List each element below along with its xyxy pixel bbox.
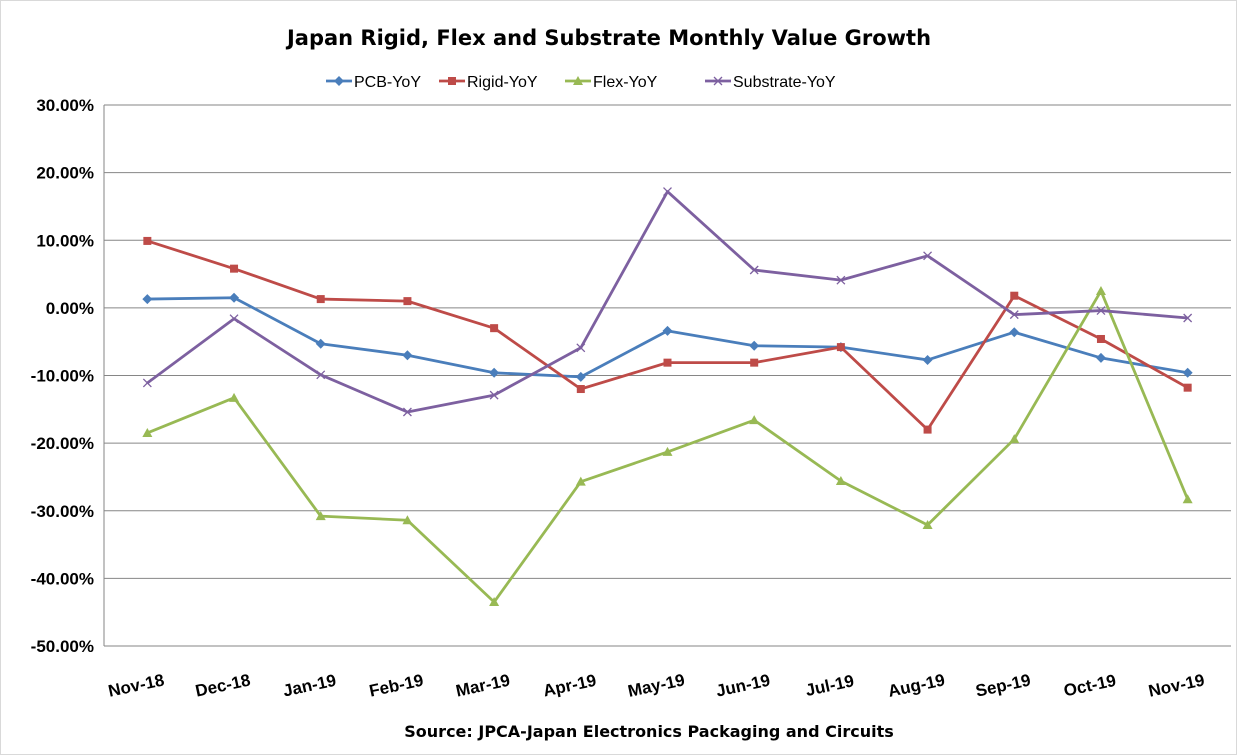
series-flex-yoy: [142, 285, 1193, 607]
diamond-marker: [749, 340, 760, 351]
square-marker: [403, 297, 412, 306]
x-tick-label: Mar-19: [454, 671, 512, 701]
square-marker: [490, 324, 499, 333]
square-marker: [316, 295, 325, 304]
diamond-marker: [922, 354, 933, 365]
legend-item: Flex-YoY: [565, 74, 658, 91]
legend-item: Substrate-YoY: [705, 74, 836, 91]
x-tick-label: Jun-19: [714, 671, 772, 701]
triangle-marker: [229, 392, 240, 402]
y-tick-label: 20.00%: [36, 164, 94, 183]
x-marker: [749, 265, 759, 275]
y-tick-label: -50.00%: [31, 637, 94, 656]
x-marker: [576, 343, 586, 353]
y-tick-label: -30.00%: [31, 502, 94, 521]
legend-label: Substrate-YoY: [733, 74, 836, 91]
x-marker: [713, 76, 723, 86]
x-marker: [316, 370, 326, 380]
diamond-marker: [1182, 367, 1193, 378]
diamond-marker: [142, 294, 153, 305]
square-marker: [836, 343, 845, 352]
x-marker: [489, 390, 499, 400]
triangle-marker: [662, 446, 673, 456]
y-tick-label: -10.00%: [31, 367, 94, 386]
triangle-marker: [142, 427, 153, 437]
diamond-marker: [575, 371, 586, 382]
x-marker: [229, 314, 239, 324]
y-tick-label: 30.00%: [36, 96, 94, 115]
square-marker: [448, 77, 456, 85]
x-tick-label: May-19: [626, 670, 686, 701]
square-marker: [750, 358, 759, 367]
series-line: [146, 190, 1188, 414]
triangle-marker: [922, 519, 933, 529]
y-tick-label: -40.00%: [31, 569, 94, 588]
x-tick-label: Apr-19: [541, 671, 598, 701]
x-marker: [402, 407, 412, 417]
series-substrate-yoy: [142, 187, 1193, 417]
x-tick-label: Sep-19: [974, 671, 1032, 701]
legend-item: Rigid-YoY: [439, 74, 538, 91]
triangle-marker: [835, 475, 846, 485]
x-marker: [142, 378, 152, 388]
square-marker: [1096, 334, 1105, 343]
legend-item: PCB-YoY: [326, 74, 421, 91]
chart-source: Source: JPCA-Japan Electronics Packaging…: [404, 722, 893, 741]
y-tick-label: -20.00%: [31, 434, 94, 453]
y-tick-label: 10.00%: [36, 231, 94, 250]
diamond-marker: [315, 338, 326, 349]
y-tick-label: 0.00%: [46, 299, 94, 318]
diamond-marker: [229, 292, 240, 303]
diamond-marker: [402, 350, 413, 361]
x-tick-label: Nov-19: [1147, 670, 1206, 700]
diamond-marker: [489, 367, 500, 378]
legend-label: PCB-YoY: [354, 74, 421, 91]
triangle-marker: [1009, 434, 1020, 444]
x-marker: [1183, 313, 1193, 323]
triangle-marker: [749, 415, 760, 425]
x-tick-label: Jul-19: [804, 671, 856, 700]
square-marker: [1010, 291, 1019, 300]
triangle-marker: [402, 515, 413, 525]
series-rigid-yoy: [143, 236, 1192, 434]
triangle-marker: [1095, 285, 1106, 295]
x-tick-label: Oct-19: [1062, 671, 1118, 701]
square-marker: [576, 385, 585, 394]
legend-label: Rigid-YoY: [467, 74, 538, 91]
x-tick-label: Feb-19: [368, 671, 426, 701]
x-tick-label: Nov-18: [107, 670, 166, 700]
x-marker: [663, 187, 672, 197]
diamond-marker: [1009, 327, 1020, 338]
x-tick-label: Jan-19: [281, 671, 338, 701]
diamond-marker: [662, 325, 673, 336]
square-marker: [1183, 383, 1192, 392]
triangle-marker: [315, 511, 326, 521]
x-marker: [1009, 310, 1019, 320]
x-tick-label: Aug-19: [886, 670, 946, 701]
x-tick-label: Dec-18: [194, 671, 252, 701]
legend-label: Flex-YoY: [593, 74, 658, 91]
square-marker: [663, 358, 672, 367]
square-marker: [143, 236, 152, 245]
x-marker: [836, 275, 846, 285]
chart-title: Japan Rigid, Flex and Substrate Monthly …: [285, 26, 931, 50]
triangle-marker: [573, 76, 583, 85]
diamond-marker: [1095, 352, 1106, 363]
square-marker: [230, 264, 239, 273]
triangle-marker: [1182, 494, 1193, 504]
diamond-marker: [334, 76, 344, 86]
x-marker: [1096, 306, 1106, 316]
square-marker: [923, 425, 932, 434]
triangle-marker: [489, 597, 500, 607]
triangle-marker: [575, 476, 586, 486]
x-marker: [923, 251, 933, 261]
